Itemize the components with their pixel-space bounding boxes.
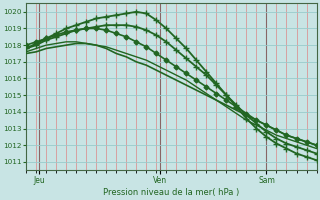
X-axis label: Pression niveau de la mer( hPa ): Pression niveau de la mer( hPa ) [103, 188, 239, 197]
